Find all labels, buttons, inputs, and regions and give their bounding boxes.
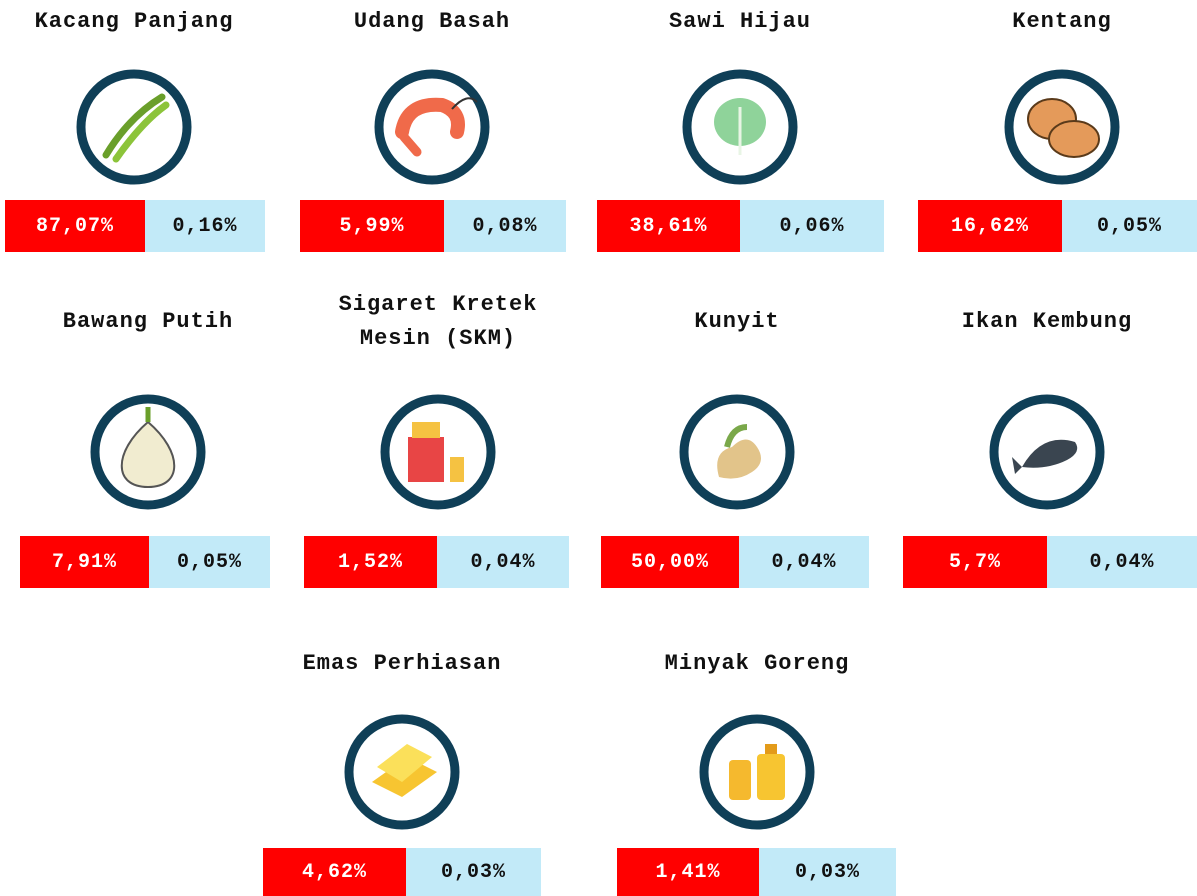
item-name: Sawi Hijau [668,9,812,34]
change-value: 87,07% [5,200,145,252]
item-name: Sigaret Kretek Mesin (SKM) [338,292,538,351]
item-icon [679,394,795,510]
change-value: 16,62% [918,200,1062,252]
share-value: 0,06% [740,200,884,252]
item-icon [90,394,206,510]
share-value: 0,05% [1062,200,1197,252]
item-name: Kunyit [694,309,780,334]
share-value: 0,05% [149,536,270,588]
item-icon [682,69,798,185]
item-name: Udang Basah [353,9,511,34]
item-name: Emas Perhiasan [302,651,502,676]
item-icon [380,394,496,510]
item-icon [344,714,460,830]
share-value: 0,04% [1047,536,1197,588]
item-icon [699,714,815,830]
change-value: 50,00% [601,536,739,588]
share-value: 0,04% [437,536,569,588]
change-value: 1,52% [304,536,437,588]
share-value: 0,04% [739,536,869,588]
share-value: 0,16% [145,200,265,252]
item-icon [1004,69,1120,185]
change-value: 1,41% [617,848,759,896]
item-name: Kacang Panjang [34,9,234,34]
change-value: 38,61% [597,200,740,252]
item-name: Kentang [1012,9,1112,34]
change-value: 4,62% [263,848,406,896]
item-icon [374,69,490,185]
item-name: Bawang Putih [62,309,234,334]
share-value: 0,08% [444,200,566,252]
item-icon [76,69,192,185]
share-value: 0,03% [759,848,896,896]
change-value: 5,7% [903,536,1047,588]
change-value: 5,99% [300,200,444,252]
item-name: Minyak Goreng [664,651,850,676]
change-value: 7,91% [20,536,149,588]
item-name: Ikan Kembung [961,309,1133,334]
item-icon [989,394,1105,510]
share-value: 0,03% [406,848,541,896]
